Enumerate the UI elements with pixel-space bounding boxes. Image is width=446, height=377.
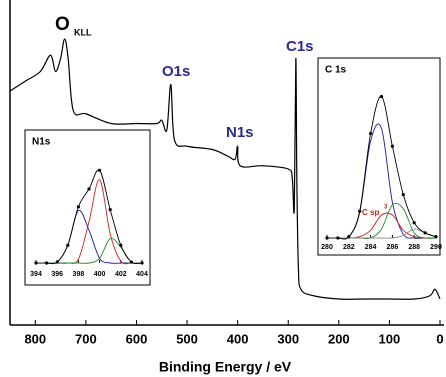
data-point [129, 260, 133, 264]
annotation: O1s [162, 63, 190, 80]
x-tick-label: 404 [136, 271, 148, 278]
x-tick-label: 400 [227, 331, 249, 346]
x-tick-label: 394 [30, 271, 42, 278]
x-tick-label: 800 [24, 331, 46, 346]
spectrum-line [9, 38, 441, 300]
data-point [390, 144, 394, 148]
x-tick-label: 600 [126, 331, 148, 346]
data-point [66, 243, 70, 247]
spectrum-line [326, 228, 437, 239]
annotation: 3 [384, 205, 388, 211]
x-tick-label: 100 [379, 331, 401, 346]
data-point [76, 205, 80, 209]
data-point [140, 261, 144, 265]
annotation: KLL [74, 27, 92, 37]
x-tick-label: 286 [387, 244, 399, 251]
data-point [358, 209, 362, 213]
x-tick-label: 0 [436, 331, 443, 346]
x-tick-label: 402 [115, 271, 127, 278]
annotation: C sp [362, 208, 379, 217]
data-point [347, 235, 351, 239]
data-point [325, 236, 329, 240]
data-point [336, 236, 340, 240]
annotation: N1s [226, 124, 254, 141]
x-tick-label: 396 [51, 271, 63, 278]
data-point [412, 221, 416, 225]
inset-title: C 1s [325, 65, 347, 76]
x-tick-label: 700 [75, 331, 97, 346]
data-point [379, 94, 384, 99]
x-tick-label: 200 [328, 331, 350, 346]
x-axis-label: Binding Energy / eV [159, 359, 292, 375]
data-point [423, 231, 427, 235]
data-point [369, 131, 373, 136]
x-tick-label: 398 [73, 271, 85, 278]
x-tick-label: 290 [430, 244, 442, 251]
x-tick-label: 282 [343, 244, 355, 251]
annotation: O [55, 14, 70, 35]
x-tick-label: 280 [321, 244, 333, 251]
data-point [34, 261, 38, 265]
data-point [55, 260, 59, 264]
data-point [87, 187, 91, 191]
data-point [98, 168, 102, 172]
data-point [434, 235, 438, 239]
inset-frame [317, 57, 441, 256]
x-tick-label: 400 [94, 271, 106, 278]
x-tick-label: 300 [277, 331, 299, 346]
data-point [119, 243, 123, 247]
x-tick-label: 284 [365, 244, 377, 251]
x-tick-label: 288 [408, 244, 420, 251]
data-point [401, 193, 405, 197]
x-tick-label: 500 [176, 331, 198, 346]
annotation: C1s [286, 38, 314, 55]
data-point [108, 208, 112, 212]
data-point [45, 261, 49, 265]
inset-title: N1s [32, 137, 51, 148]
